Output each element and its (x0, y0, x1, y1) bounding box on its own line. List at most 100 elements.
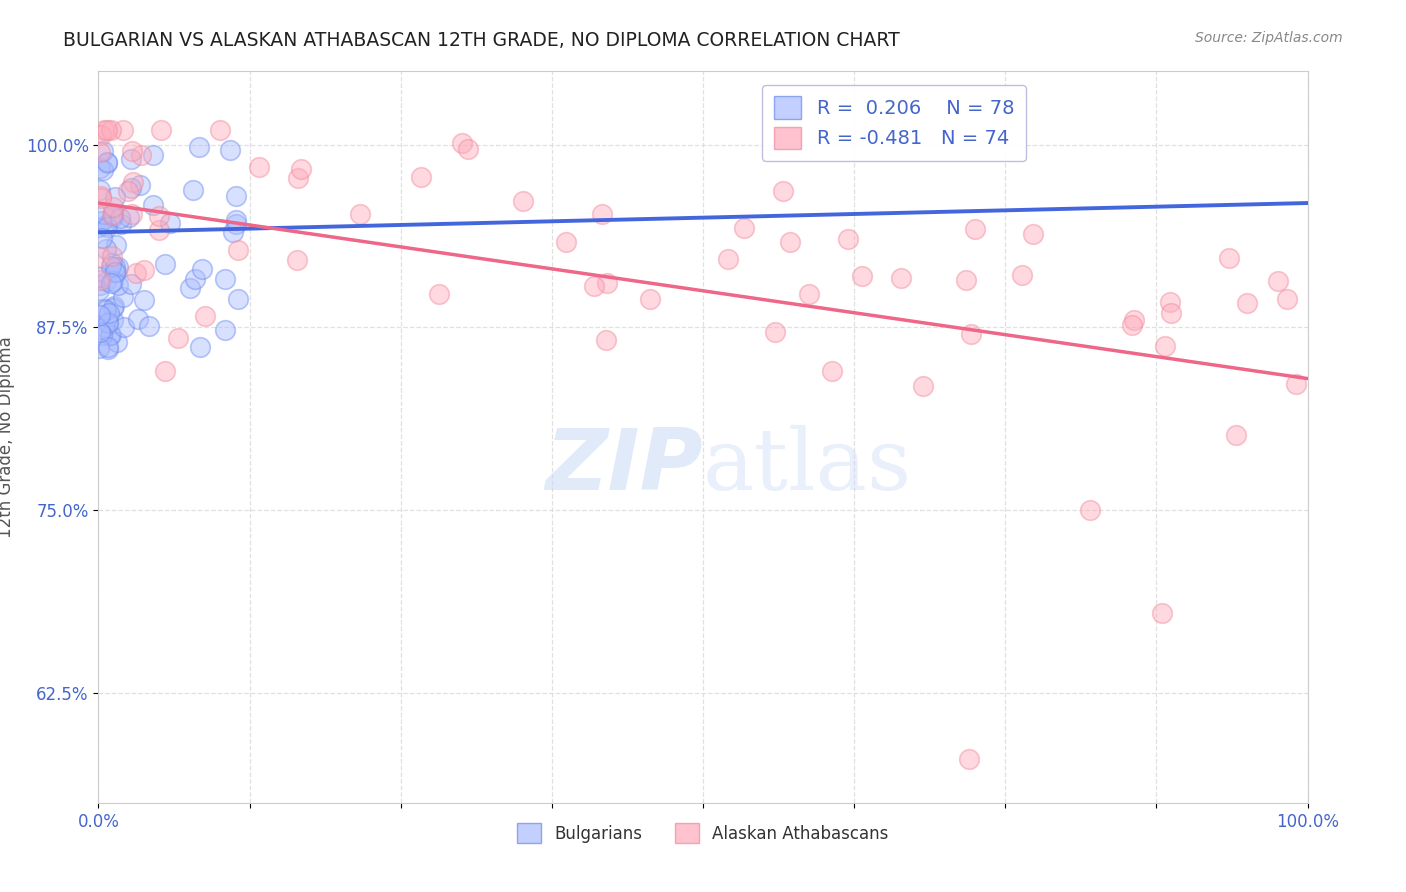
Point (890, 271, 912, 285)
Point (638, 292, 661, 306)
Point (100, 256, 122, 270)
Point (103, 200, 125, 214)
Point (763, 325, 786, 339)
Point (960, 327, 983, 342)
Point (89, 273, 111, 287)
Point (451, 136, 474, 151)
Point (91, 163, 114, 178)
Point (96, 219, 118, 234)
Point (1218, 251, 1240, 265)
Point (554, 235, 576, 250)
Point (101, 301, 124, 315)
Point (153, 256, 176, 270)
Point (87, 250, 110, 264)
Point (101, 207, 124, 221)
Point (912, 378, 935, 392)
Point (150, 123, 173, 137)
Point (98, 328, 121, 343)
Point (129, 178, 152, 193)
Point (101, 313, 124, 327)
Point (596, 277, 619, 291)
Point (1267, 274, 1289, 288)
Point (1159, 294, 1181, 309)
Point (820, 363, 842, 377)
Point (91, 144, 114, 158)
Point (733, 221, 755, 235)
Point (179, 281, 201, 295)
Point (90, 231, 112, 245)
Point (127, 311, 149, 326)
Point (457, 142, 479, 156)
Point (779, 235, 801, 249)
Point (142, 148, 165, 162)
Point (93, 123, 115, 137)
Point (96, 155, 118, 169)
Point (512, 194, 534, 208)
Point (287, 170, 309, 185)
Point (188, 340, 211, 354)
Point (89, 145, 111, 159)
Point (427, 286, 450, 301)
Text: Source: ZipAtlas.com: Source: ZipAtlas.com (1195, 31, 1343, 45)
Point (285, 252, 308, 267)
Point (851, 268, 873, 283)
Point (121, 175, 143, 189)
Point (120, 181, 142, 195)
Point (1121, 318, 1143, 333)
Point (89, 183, 111, 197)
Text: ZIP: ZIP (546, 425, 703, 508)
Y-axis label: 12th Grade, No Diploma: 12th Grade, No Diploma (0, 336, 14, 538)
Point (89, 278, 111, 293)
Point (290, 162, 312, 177)
Point (117, 184, 139, 198)
Point (184, 271, 207, 285)
Point (121, 207, 143, 221)
Point (411, 170, 433, 185)
Point (91, 328, 114, 343)
Point (138, 318, 160, 333)
Point (89, 325, 111, 339)
Point (772, 184, 794, 198)
Point (120, 277, 142, 292)
Point (112, 319, 135, 334)
Point (191, 262, 214, 277)
Point (100, 260, 122, 274)
Point (104, 265, 127, 279)
Point (104, 190, 127, 204)
Point (87, 219, 110, 234)
Point (97, 340, 120, 354)
Point (96, 155, 118, 169)
Point (97, 343, 120, 357)
Point (153, 364, 176, 378)
Point (104, 237, 127, 252)
Point (194, 309, 217, 323)
Point (132, 293, 155, 307)
Point (97, 317, 120, 331)
Point (222, 225, 245, 239)
Point (214, 323, 236, 337)
Point (132, 263, 155, 277)
Point (96, 123, 118, 137)
Point (90, 188, 112, 202)
Point (225, 189, 247, 203)
Point (118, 211, 141, 225)
Point (226, 292, 249, 306)
Point (94, 219, 117, 233)
Point (105, 334, 128, 349)
Point (1123, 313, 1146, 327)
Point (93, 207, 115, 221)
Point (214, 272, 236, 286)
Point (1022, 227, 1045, 241)
Point (89, 308, 111, 322)
Point (104, 260, 127, 274)
Point (1225, 427, 1247, 442)
Point (181, 183, 204, 197)
Point (101, 274, 124, 288)
Point (1011, 268, 1033, 282)
Point (101, 208, 124, 222)
Point (159, 216, 181, 230)
Point (797, 287, 820, 301)
Point (107, 277, 129, 292)
Point (208, 123, 231, 137)
Point (955, 273, 977, 287)
